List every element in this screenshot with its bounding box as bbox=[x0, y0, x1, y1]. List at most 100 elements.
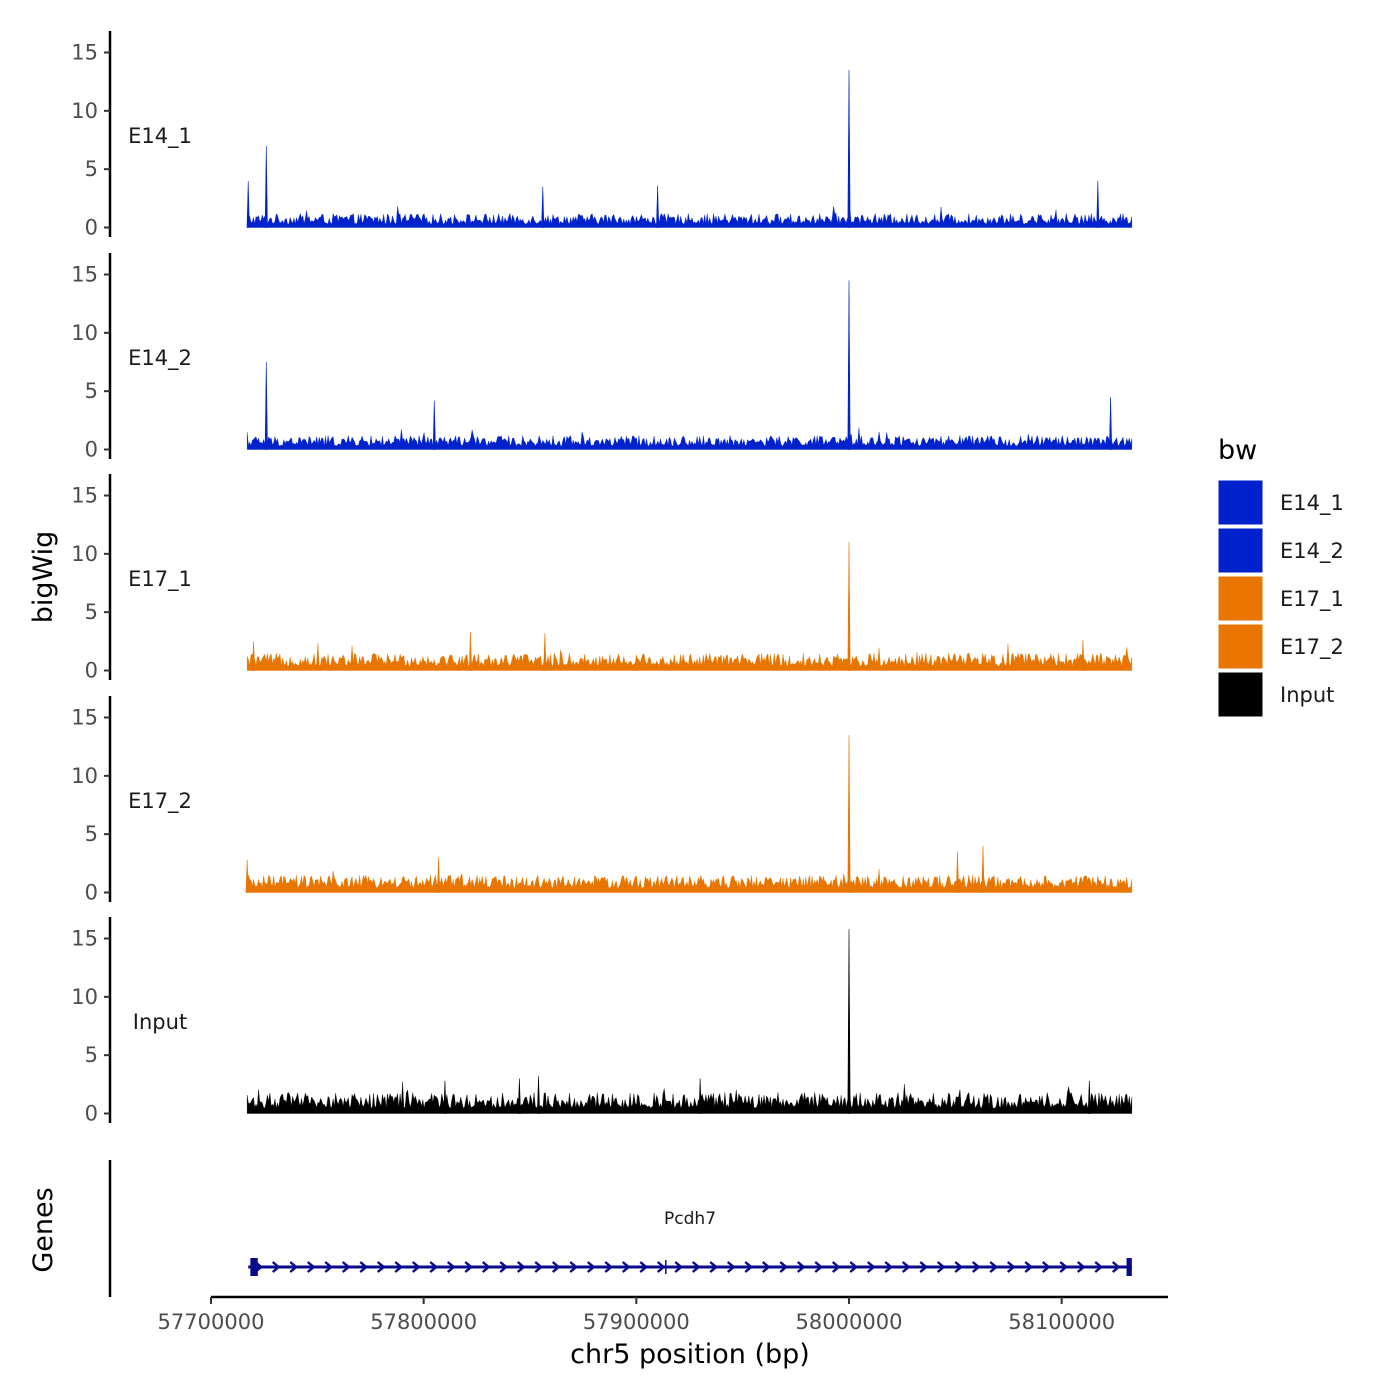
track-E14_2: 0 5 10 15 E14_2 bbox=[71, 253, 1133, 462]
strand-arrow bbox=[1076, 1261, 1086, 1273]
signal-area bbox=[246, 1081, 1133, 1114]
strand-arrow bbox=[971, 1261, 981, 1273]
y-tick-label: 10 bbox=[71, 542, 98, 566]
y-tick-label: 5 bbox=[85, 822, 98, 846]
y-tick-label: 15 bbox=[71, 41, 98, 65]
signal-peak bbox=[1087, 1080, 1091, 1114]
legend-label: E17_2 bbox=[1280, 635, 1344, 660]
track-label: Input bbox=[133, 1010, 187, 1034]
strand-arrow bbox=[306, 1261, 316, 1273]
signal-peak bbox=[536, 1076, 541, 1114]
signal-peak bbox=[698, 1078, 702, 1114]
y-tick-label: 5 bbox=[85, 600, 98, 624]
y-tick-label: 10 bbox=[71, 321, 98, 345]
signal-peak bbox=[264, 145, 268, 228]
strand-arrow bbox=[341, 1261, 351, 1273]
x-axis: 57700000 57800000 57900000 58000000 58100000 bbox=[158, 1295, 1168, 1334]
strand-arrow bbox=[586, 1261, 596, 1273]
signal-peak bbox=[437, 857, 441, 893]
gene-exon bbox=[1126, 1258, 1132, 1276]
strand-arrow bbox=[884, 1261, 894, 1273]
signal-area bbox=[246, 643, 1133, 671]
y-tick-label: 15 bbox=[71, 484, 98, 508]
track-E14_1: 0 5 10 15 E14_1 bbox=[71, 31, 1133, 240]
legend-label: E14_2 bbox=[1280, 539, 1344, 564]
y-tick-label: 5 bbox=[85, 157, 98, 181]
track-Input: 0 5 10 15 Input bbox=[71, 917, 1133, 1126]
strand-arrow bbox=[359, 1261, 369, 1273]
strand-arrow bbox=[271, 1261, 281, 1273]
strand-arrow bbox=[779, 1261, 789, 1273]
signal-peak bbox=[656, 185, 660, 228]
signal-peak bbox=[1081, 640, 1085, 671]
strand-arrow bbox=[1006, 1261, 1016, 1273]
signal-peak bbox=[847, 69, 851, 228]
legend-swatch bbox=[1217, 479, 1264, 526]
legend-label: E14_1 bbox=[1280, 491, 1344, 516]
signal-tracks: 0 5 10 15 E14_1 0 5 10 15 E14_2 0 5 10 15 E17_1 0 5 10 15 E… bbox=[71, 31, 1133, 1126]
signal-peak bbox=[443, 1080, 447, 1114]
y-tick-label: 10 bbox=[71, 99, 98, 123]
legend-label: Input bbox=[1280, 683, 1334, 707]
x-tick-label: 58100000 bbox=[1008, 1310, 1115, 1334]
track-label: E17_1 bbox=[128, 567, 192, 592]
strand-arrow bbox=[831, 1261, 841, 1273]
strand-arrow bbox=[481, 1261, 491, 1273]
y-tick-label: 15 bbox=[71, 706, 98, 730]
strand-arrow bbox=[621, 1261, 631, 1273]
strand-arrow bbox=[551, 1261, 561, 1273]
gene-exon bbox=[250, 1258, 258, 1276]
genes-track: Pcdh7 bbox=[108, 1160, 1132, 1297]
strand-arrow bbox=[796, 1261, 806, 1273]
signal-peak bbox=[245, 859, 249, 893]
strand-arrow bbox=[429, 1261, 439, 1273]
strand-arrow bbox=[376, 1261, 386, 1273]
y-tick-label: 5 bbox=[85, 379, 98, 403]
strand-arrow bbox=[656, 1261, 666, 1273]
gene-exon bbox=[665, 1260, 667, 1274]
signal-peak bbox=[432, 400, 436, 450]
strand-arrow bbox=[569, 1261, 579, 1273]
genes-track-title: Genes bbox=[28, 1187, 59, 1272]
track-E17_2: 0 5 10 15 E17_2 bbox=[71, 696, 1133, 905]
signal-peak bbox=[1096, 180, 1100, 228]
signal-peak bbox=[847, 542, 851, 671]
y-tick-label: 0 bbox=[85, 438, 98, 462]
x-axis-title: chr5 position (bp) bbox=[570, 1339, 810, 1370]
strand-arrow bbox=[1059, 1261, 1069, 1273]
strand-arrow bbox=[954, 1261, 964, 1273]
legend-swatch bbox=[1217, 527, 1264, 574]
strand-arrow bbox=[499, 1261, 509, 1273]
strand-arrow bbox=[604, 1261, 614, 1273]
signal-peak bbox=[246, 180, 250, 228]
signal-peak bbox=[543, 633, 547, 671]
legend-label: E17_1 bbox=[1280, 587, 1344, 612]
signal-area bbox=[246, 206, 1133, 228]
strand-arrow bbox=[989, 1261, 999, 1273]
legend: bw E14_1 E14_2 E17_1 E17_2 Input bbox=[1217, 435, 1344, 718]
gene-Pcdh7: Pcdh7 bbox=[248, 1209, 1132, 1276]
y-tick-label: 0 bbox=[85, 881, 98, 905]
y-axis-title: bigWig bbox=[28, 531, 59, 624]
y-tick-label: 0 bbox=[85, 659, 98, 683]
signal-peak bbox=[847, 280, 851, 450]
strand-arrow bbox=[761, 1261, 771, 1273]
strand-arrow bbox=[919, 1261, 929, 1273]
strand-arrow bbox=[534, 1261, 544, 1273]
strand-arrow bbox=[866, 1261, 876, 1273]
strand-arrow bbox=[446, 1261, 456, 1273]
y-tick-label: 15 bbox=[71, 263, 98, 287]
strand-arrow bbox=[1094, 1261, 1104, 1273]
strand-arrow bbox=[411, 1261, 421, 1273]
x-tick-label: 57700000 bbox=[158, 1310, 265, 1334]
strand-arrow bbox=[936, 1261, 946, 1273]
strand-arrow bbox=[639, 1261, 649, 1273]
signal-peak bbox=[517, 1078, 521, 1114]
track-label: E14_2 bbox=[128, 346, 192, 371]
signal-peak bbox=[1109, 396, 1113, 450]
track-E17_1: 0 5 10 15 E17_1 bbox=[71, 474, 1133, 683]
strand-arrow bbox=[901, 1261, 911, 1273]
strand-arrow bbox=[516, 1261, 526, 1273]
strand-arrow bbox=[394, 1261, 404, 1273]
